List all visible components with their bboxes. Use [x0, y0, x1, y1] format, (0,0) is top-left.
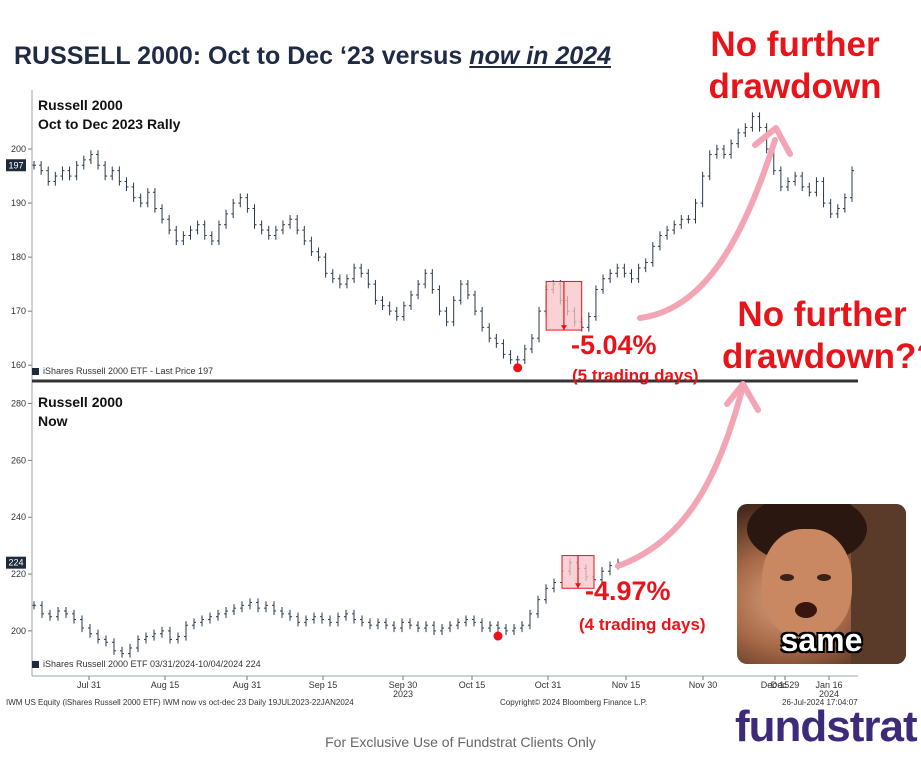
brand-logo: fundstrat — [735, 702, 918, 751]
y-tick-label: 280 — [11, 399, 26, 409]
x-tick-label: Jan 16 — [815, 680, 842, 690]
title-emphasis: now in 2024 — [469, 42, 612, 70]
x-tick-label: Aug 31 — [233, 680, 262, 690]
annotation-no-further-top: No further drawdown — [708, 25, 882, 106]
last-price-box — [6, 556, 26, 569]
meme-mouth — [795, 602, 817, 618]
arrow-top-head — [752, 125, 793, 157]
last-price-box — [6, 159, 26, 172]
top-drawdown-pct: -5.04% — [571, 330, 657, 360]
x-tick-label: Sep 15 — [309, 680, 338, 690]
annotation-no-further-question: No further drawdown?? — [722, 295, 921, 376]
bottom-drawdown-pct: -4.97% — [585, 576, 671, 606]
last-price-label: 224 — [8, 558, 23, 568]
x-tick-label: Nov 15 — [612, 680, 641, 690]
arrow-bottom-head — [724, 381, 761, 413]
meme-face — [762, 529, 852, 639]
y-tick-label: 240 — [11, 512, 26, 522]
footer-source: IWM US Equity (iShares Russell 2000 ETF)… — [6, 698, 354, 707]
exclusive-notice: For Exclusive Use of Fundstrat Clients O… — [325, 734, 596, 750]
annotation-arrows — [615, 125, 793, 569]
x-year-label: 2023 — [393, 689, 413, 699]
x-tick-label: Dec 15 — [761, 680, 790, 690]
y-tick-label: 260 — [11, 455, 26, 465]
bottom-panel-title: Russell 2000 Now — [38, 394, 123, 429]
meme-eye — [780, 574, 794, 581]
y-tick-label: 170 — [11, 306, 26, 316]
meme-eye — [817, 574, 831, 581]
y-tick-label: 200 — [11, 626, 26, 636]
x-tick-label: Jul 31 — [77, 680, 101, 690]
arrow-bottom-curve — [615, 387, 745, 569]
legend-swatch — [32, 661, 39, 669]
top-legend-text: iShares Russell 2000 ETF - Last Price 19… — [43, 366, 214, 376]
footer-copyright: Copyright© 2024 Bloomberg Finance L.P. — [500, 698, 648, 707]
x-year-label: 2024 — [819, 689, 839, 699]
bottom-panel: 200 220 240 260 280 224 — [6, 399, 620, 658]
x-tick-label: Dec 29 — [771, 680, 800, 690]
drawdown-arrowhead — [560, 325, 567, 331]
top-panel: 160 170 180 190 200 197 — [6, 112, 854, 373]
y-tick-label: 160 — [11, 360, 26, 370]
drawdown-arrowhead — [575, 583, 581, 589]
meme-caption: same — [780, 622, 863, 658]
y-tick-label: 180 — [11, 252, 26, 262]
top-drawdown-days: (5 trading days) — [572, 366, 699, 385]
y-tick-label: 200 — [11, 144, 26, 154]
low-point-dot — [493, 631, 503, 641]
legend-swatch — [32, 368, 39, 376]
y-tick-label: 190 — [11, 198, 26, 208]
bottom-legend-text: iShares Russell 2000 ETF 03/31/2024-10/0… — [43, 659, 261, 669]
top-panel-title: Russell 2000 Oct to Dec 2023 Rally — [38, 97, 181, 132]
title-prefix: RUSSELL 2000: Oct to Dec ‘23 versus — [14, 42, 470, 70]
x-axis: Jul 31 Aug 15 Aug 31 Sep 15 Sep 30 Oct 15 Oct … — [31, 90, 858, 699]
page-title: RUSSELL 2000: Oct to Dec ‘23 versus now … — [14, 42, 611, 71]
x-tick-label: Sep 30 — [389, 680, 418, 690]
arrow-top-curve — [637, 137, 778, 321]
footer-timestamp: 26-Jul-2024 17:04:07 — [782, 698, 858, 707]
x-tick-label: Oct 15 — [459, 680, 486, 690]
x-tick-label: Nov 30 — [689, 680, 718, 690]
last-price-label: 197 — [8, 160, 23, 170]
x-tick-label: Oct 31 — [535, 680, 562, 690]
x-tick-label: Aug 15 — [151, 680, 180, 690]
meme-image: same — [737, 504, 906, 664]
top-legend: iShares Russell 2000 ETF - Last Price 19… — [32, 366, 213, 376]
y-tick-label: 220 — [11, 569, 26, 579]
bottom-drawdown-days: (4 trading days) — [579, 615, 706, 634]
low-point-dot — [513, 363, 523, 373]
bottom-legend: iShares Russell 2000 ETF 03/31/2024-10/0… — [32, 659, 261, 669]
